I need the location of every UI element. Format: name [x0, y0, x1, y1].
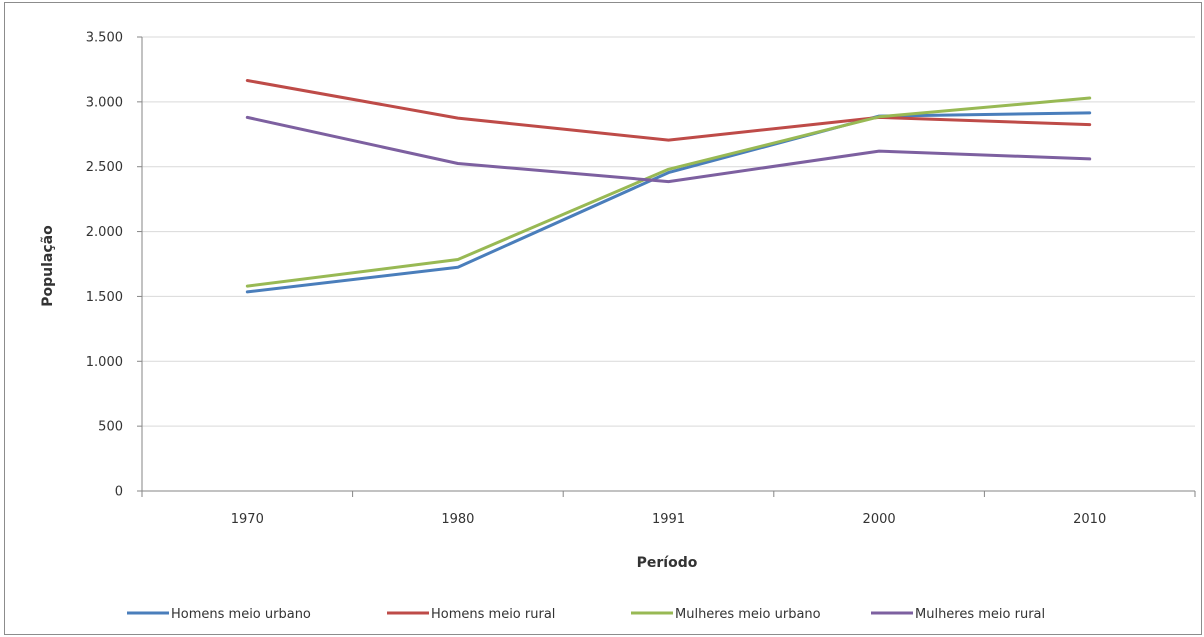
legend-label: Mulheres meio urbano: [675, 607, 821, 622]
y-tick-label: 2.500: [86, 160, 123, 175]
y-tick-label: 2.000: [86, 225, 123, 240]
series-line-3: [245, 96, 1092, 288]
chart-frame: [4, 2, 1202, 635]
x-tick-label: 2010: [1073, 512, 1106, 527]
axes: 0 500 1.000 1.500 2.000 2.500 3.000 3.500 1970 19…: [86, 31, 1196, 527]
gridlines: [142, 36, 1195, 427]
series-lines: [245, 79, 1092, 294]
y-tick-label: 1.000: [86, 355, 123, 370]
y-tick-label: 3.500: [86, 31, 123, 46]
x-tick-label: 1980: [441, 512, 474, 527]
legend-label: Homens meio rural: [431, 607, 555, 622]
y-tick-label: 500: [98, 420, 123, 435]
series-line-2: [245, 79, 1092, 142]
x-tick-label: 2000: [863, 512, 896, 527]
y-axis-label: População: [40, 225, 56, 307]
legend-label: Homens meio urbano: [171, 607, 311, 622]
series-line-1: [245, 111, 1092, 294]
series-line-4: [245, 115, 1092, 184]
y-tick-label: 1.500: [86, 290, 123, 305]
y-tick-label: 0: [115, 485, 123, 500]
x-tick-label: 1970: [231, 512, 264, 527]
legend-label: Mulheres meio rural: [915, 607, 1045, 622]
legend: Homens meio urbano Homens meio rural Mulhe…: [127, 607, 1045, 622]
x-axis-label: Período: [637, 555, 698, 571]
x-tick-label: 1991: [652, 512, 685, 527]
y-tick-label: 3.000: [86, 95, 123, 110]
